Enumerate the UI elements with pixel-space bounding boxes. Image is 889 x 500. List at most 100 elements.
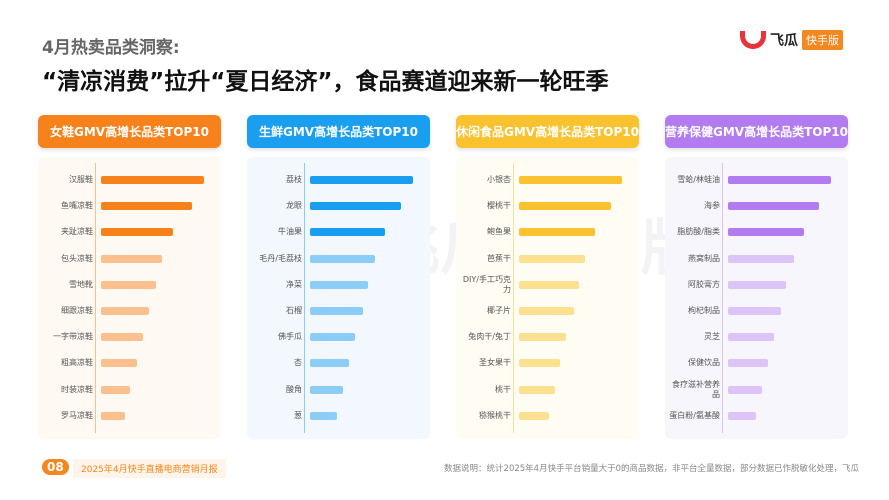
bar-label: 保健饮品 (688, 358, 720, 368)
bar-row: 罗马凉鞋 (38, 403, 221, 429)
bar-label: 细跟凉鞋 (61, 306, 93, 315)
bar (310, 385, 343, 394)
bar-label: 时装凉鞋 (61, 384, 93, 394)
panel-title: 女鞋GMV高增长品类TOP10 (38, 115, 221, 148)
bar-label: 荔枝 (286, 175, 302, 184)
bar (101, 307, 150, 315)
bar-label: 圣女果干 (479, 358, 511, 368)
logo-icon (740, 31, 766, 49)
bar-chart: 雪蛤/林蛙油 海参 脂肪酸/脂类 燕窝制品 阿胶膏方 枸杞制品 灵芝 保健饮品 … (665, 157, 848, 439)
bar-row: 雪地靴 (38, 272, 221, 298)
bar-row: 杏 (247, 350, 430, 376)
bar-row: 桃干 (456, 377, 639, 403)
bar-row: 鱼嘴凉鞋 (38, 193, 221, 219)
bar-label: 汉服鞋 (69, 175, 93, 184)
bar (728, 176, 831, 184)
bar-row: 净菜 (247, 272, 430, 298)
page-number: 08 (42, 459, 69, 475)
bar-label: 桃干 (495, 384, 511, 394)
bar (310, 228, 386, 237)
bar-row: 一字带凉鞋 (38, 324, 221, 350)
bar-row: 食疗滋补营养品 (665, 377, 848, 403)
bar (101, 385, 130, 394)
bar (101, 254, 162, 263)
bar (519, 176, 622, 184)
bar-label: 葱 (294, 410, 302, 420)
bar (519, 359, 561, 368)
bar (519, 202, 611, 211)
bar-label: 芭蕉干 (487, 253, 511, 263)
bar (310, 307, 363, 315)
bar-chart: 汉服鞋 鱼嘴凉鞋 夹趾凉鞋 包头凉鞋 雪地靴 细跟凉鞋 一字带凉鞋 粗高凉鞋 时… (38, 157, 221, 439)
bar (310, 280, 368, 289)
bar-label: 佛手瓜 (278, 332, 302, 342)
bar-row: 兔肉干/兔丁 (456, 324, 639, 350)
bar (310, 333, 356, 342)
bar-label: 龙眼 (286, 201, 302, 211)
bar-label: 猕猴桃干 (479, 410, 511, 420)
bar (728, 280, 786, 289)
bar (728, 307, 781, 315)
bar-row: 牛油果 (247, 219, 430, 245)
bar (310, 176, 413, 184)
bar-row: 灵芝 (665, 324, 848, 350)
panel-title: 营养保健GMV高增长品类TOP10 (665, 115, 848, 148)
bar-label: 罗马凉鞋 (61, 410, 93, 420)
bar (519, 385, 556, 394)
bar-row: 包头凉鞋 (38, 246, 221, 272)
bar-label: 夹趾凉鞋 (61, 227, 93, 237)
logo-tag: 快手版 (802, 30, 843, 50)
bar (728, 202, 819, 211)
bar-row: 鲍鱼果 (456, 219, 639, 245)
bar (101, 359, 138, 368)
bar-row: 酸角 (247, 377, 430, 403)
bar-label: 燕窝制品 (688, 253, 720, 263)
bar-row: 保健饮品 (665, 350, 848, 376)
bar-row: 佛手瓜 (247, 324, 430, 350)
bar-row: 时装凉鞋 (38, 377, 221, 403)
bar (101, 333, 144, 342)
bar-label: 椰子片 (487, 306, 511, 315)
bar-row: 石榴 (247, 298, 430, 324)
bar-label: 蛋白粉/氨基酸 (669, 410, 720, 420)
bar-label: 脂肪酸/脂类 (677, 227, 720, 237)
bar-label: 灵芝 (704, 332, 720, 342)
bar-label: 酸角 (286, 384, 302, 394)
bar (519, 254, 585, 263)
bar-label: 石榴 (286, 306, 302, 315)
bar (519, 411, 549, 420)
bar-row: 圣女果干 (456, 350, 639, 376)
bar (310, 359, 350, 368)
page-subtitle: 4月热卖品类洞察: (42, 38, 180, 58)
data-note: 数据说明：统计2025年4月快手平台销量大于0的商品数据，非平台全量数据，部分数… (444, 464, 859, 474)
axis-line (513, 163, 514, 433)
bar-row: 夹趾凉鞋 (38, 219, 221, 245)
bar-label: 毛丹/毛荔枝 (259, 253, 302, 263)
bar (519, 228, 596, 237)
bar-row: 阿胶膏方 (665, 272, 848, 298)
page-title: “清凉消费”拉升“夏日经济”，食品赛道迎来新一轮旺季 (42, 69, 609, 95)
bar-row: 蛋白粉/氨基酸 (665, 403, 848, 429)
bar-label: 粗高凉鞋 (61, 358, 93, 368)
bar-label: DIY/手工巧克力 (462, 274, 511, 294)
bar-label: 兔肉干/兔丁 (468, 332, 511, 342)
category-panel: 女鞋GMV高增长品类TOP10 汉服鞋 鱼嘴凉鞋 夹趾凉鞋 包头凉鞋 雪地靴 细… (38, 115, 221, 439)
bar-label: 净菜 (286, 279, 302, 289)
bar (519, 333, 567, 342)
bar (519, 280, 579, 289)
bar-row: 细跟凉鞋 (38, 298, 221, 324)
axis-line (722, 163, 723, 433)
report-name: 2025年4月快手直播电商营销月报 (73, 459, 226, 478)
bar-row: 海参 (665, 193, 848, 219)
logo-name: 飞瓜 (770, 33, 798, 49)
panel-title: 休闲食品GMV高增长品类TOP10 (456, 115, 639, 148)
category-panel: 休闲食品GMV高增长品类TOP10 小银杏 樱桃干 鲍鱼果 芭蕉干 DIY/手工… (456, 115, 639, 439)
bar-label: 雪蛤/林蛙油 (677, 175, 720, 184)
bar-label: 食疗滋补营养品 (672, 379, 720, 399)
bar-label: 鱼嘴凉鞋 (61, 201, 93, 211)
bar (101, 280, 156, 289)
bar (310, 202, 401, 211)
bar (728, 333, 775, 342)
axis-line (304, 163, 305, 433)
bar-label: 枸杞制品 (688, 306, 720, 315)
